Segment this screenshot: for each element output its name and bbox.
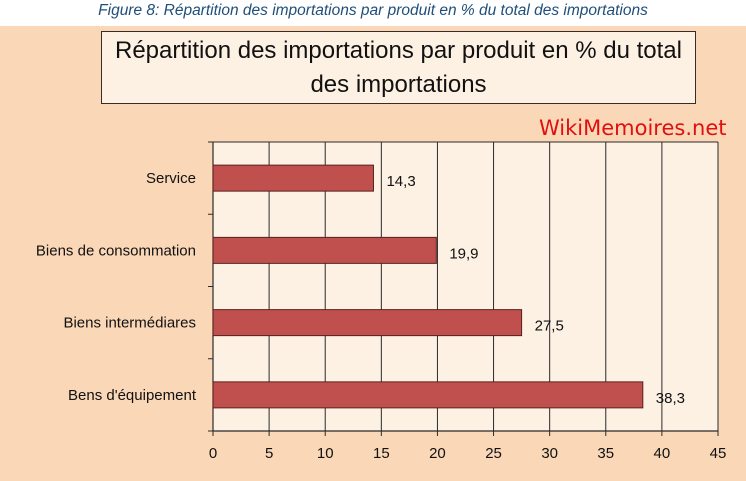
x-tick-label: 40: [654, 445, 671, 462]
x-tick-label: 35: [597, 445, 614, 462]
value-label: 14,3: [386, 173, 415, 190]
bar: [212, 236, 437, 264]
value-label: 27,5: [535, 318, 564, 335]
x-tick-label: 5: [265, 445, 273, 462]
value-label: 38,3: [656, 390, 685, 407]
bar: [212, 381, 644, 409]
bar: [212, 309, 523, 337]
category-label: Biens de consommation: [36, 242, 196, 259]
x-tick-label: 10: [317, 445, 334, 462]
figure-caption: Figure 8: Répartition des importations p…: [98, 2, 648, 19]
category-label: Bens d'équipement: [68, 387, 197, 404]
x-tick-label: 45: [710, 445, 727, 462]
value-label: 19,9: [449, 245, 478, 262]
x-tick-label: 0: [209, 445, 217, 462]
chart-title: Répartition des importations par produit…: [101, 31, 696, 104]
category-label: Biens intermédiares: [63, 315, 196, 332]
x-tick-label: 25: [485, 445, 502, 462]
x-tick-label: 30: [541, 445, 558, 462]
watermark: WikiMemoires.net: [539, 116, 727, 140]
x-tick-label: 20: [429, 445, 446, 462]
x-tick-label: 15: [373, 445, 390, 462]
bar: [212, 164, 374, 192]
category-label: Service: [146, 170, 196, 187]
